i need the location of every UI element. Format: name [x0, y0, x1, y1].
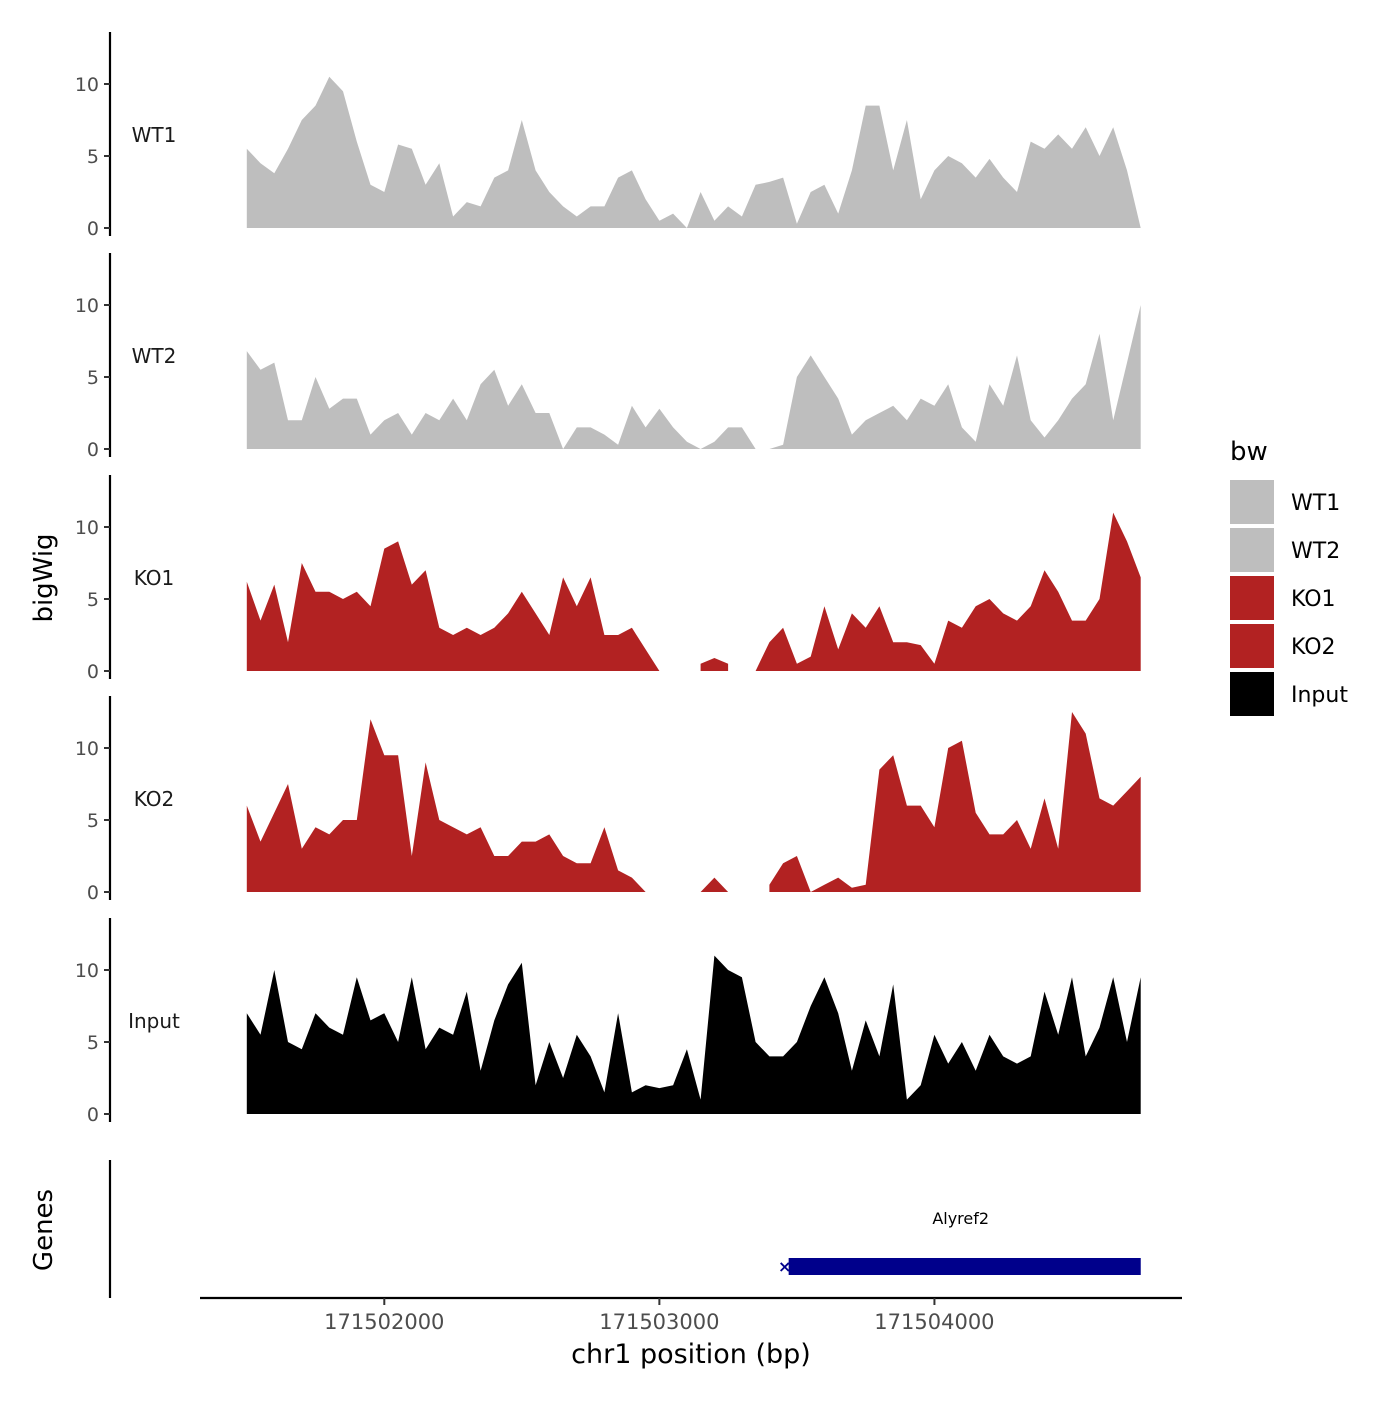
- area-KO1-segment-0: [246, 541, 660, 671]
- legend-label-Input: Input: [1291, 683, 1348, 708]
- y-tick-label-WT1-0: 0: [87, 218, 99, 240]
- area-WT2-segment-0: [246, 305, 1141, 449]
- y-axis-title: bigWig: [29, 533, 59, 622]
- x-axis-title: chr1 position (bp): [571, 1339, 811, 1370]
- gene-label-Alyref2: Alyref2: [932, 1209, 989, 1228]
- y-tick-label-KO1-0: 0: [87, 661, 99, 683]
- track-label-WT1: WT1: [132, 123, 177, 147]
- gene-body-Alyref2: [788, 1258, 1141, 1275]
- y-tick-label-Input-5: 5: [87, 1032, 99, 1054]
- area-WT1-segment-0: [246, 76, 1141, 228]
- genes-axis-title: Genes: [29, 1189, 59, 1271]
- legend-swatch-KO2: [1230, 624, 1274, 668]
- track-label-KO2: KO2: [134, 787, 175, 811]
- legend-label-KO2: KO2: [1291, 635, 1336, 660]
- legend-label-WT2: WT2: [1291, 539, 1340, 564]
- y-tick-label-WT1-10: 10: [75, 74, 99, 96]
- y-tick-label-KO1-5: 5: [87, 589, 99, 611]
- area-KO2-segment-0: [246, 719, 646, 892]
- y-tick-label-KO2-0: 0: [87, 882, 99, 904]
- y-tick-label-Input-10: 10: [75, 960, 99, 982]
- legend-swatch-Input: [1230, 672, 1274, 716]
- track-label-KO1: KO1: [134, 566, 175, 590]
- y-tick-label-WT2-10: 10: [75, 295, 99, 317]
- track-label-WT2: WT2: [132, 344, 177, 368]
- y-tick-label-WT2-5: 5: [87, 367, 99, 389]
- legend-title: bw: [1230, 437, 1268, 467]
- area-KO2-segment-1: [700, 877, 729, 892]
- y-tick-label-WT1-5: 5: [87, 146, 99, 168]
- y-tick-label-KO2-5: 5: [87, 810, 99, 832]
- legend-swatch-KO1: [1230, 576, 1274, 620]
- y-tick-label-KO2-10: 10: [75, 738, 99, 760]
- gene-strand-marker-Alyref2: ×: [778, 1257, 791, 1276]
- area-KO1-segment-2: [755, 512, 1141, 671]
- y-tick-label-KO1-10: 10: [75, 517, 99, 539]
- area-Input-segment-0: [246, 955, 1141, 1114]
- x-tick-label-171504000: 171504000: [874, 1310, 994, 1334]
- legend-swatch-WT2: [1230, 528, 1274, 572]
- x-tick-label-171502000: 171502000: [324, 1310, 444, 1334]
- legend-label-WT1: WT1: [1291, 491, 1340, 516]
- area-KO1-segment-1: [700, 658, 729, 671]
- y-tick-label-Input-0: 0: [87, 1104, 99, 1126]
- y-tick-label-WT2-0: 0: [87, 439, 99, 461]
- legend-swatch-WT1: [1230, 480, 1274, 524]
- x-tick-label-171503000: 171503000: [599, 1310, 719, 1334]
- area-KO2-segment-2: [769, 712, 1141, 892]
- track-label-Input: Input: [128, 1009, 180, 1033]
- legend-label-KO1: KO1: [1291, 587, 1336, 612]
